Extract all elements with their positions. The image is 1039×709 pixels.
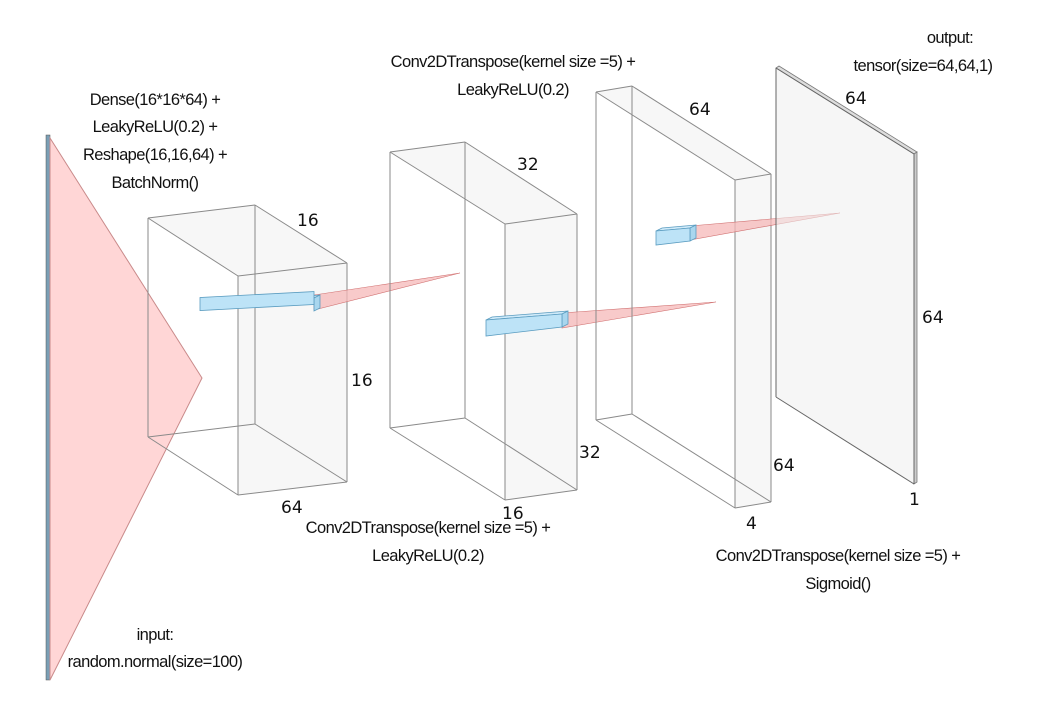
block-2 bbox=[389, 141, 578, 501]
conv1-caption: Conv2DTranspose(kernel size =5) + LeakyR… bbox=[306, 519, 551, 565]
block1-dim-bottom: 64 bbox=[281, 498, 303, 518]
input-plate bbox=[45, 134, 51, 681]
dense-line-4: BatchNorm() bbox=[112, 174, 199, 192]
block-3 bbox=[595, 85, 772, 509]
block2-dim-side: 32 bbox=[579, 443, 601, 463]
block3-dim-top: 64 bbox=[689, 100, 711, 120]
block3-dim-side: 64 bbox=[773, 456, 795, 476]
output-dim-side: 64 bbox=[922, 308, 944, 328]
conv3-line-2: Sigmoid() bbox=[805, 575, 870, 593]
input-caption: input: random.normal(size=100) bbox=[68, 626, 243, 671]
block1-dim-top: 16 bbox=[297, 211, 319, 231]
input-line-1: input: bbox=[137, 626, 174, 644]
output-dim-bottom: 1 bbox=[909, 490, 920, 510]
conv1-line-2: LeakyReLU(0.2) bbox=[372, 547, 484, 565]
conv2-line-1: Conv2DTranspose(kernel size =5) + bbox=[391, 53, 636, 71]
conv3-caption: Conv2DTranspose(kernel size =5) + Sigmoi… bbox=[716, 547, 961, 593]
block2-dim-bottom: 16 bbox=[502, 504, 524, 524]
conv2-line-2: LeakyReLU(0.2) bbox=[457, 81, 569, 99]
block3-dim-bottom: 4 bbox=[746, 514, 757, 534]
input-line-2: random.normal(size=100) bbox=[68, 653, 243, 671]
dense-caption: Dense(16*16*64) + LeakyReLU(0.2) + Resha… bbox=[83, 91, 228, 192]
output-dim-top: 64 bbox=[845, 89, 867, 109]
conv2-caption: Conv2DTranspose(kernel size =5) + LeakyR… bbox=[391, 53, 636, 99]
kernel-1 bbox=[199, 272, 461, 312]
block1-dim-side: 16 bbox=[351, 371, 373, 391]
input-layer bbox=[45, 134, 203, 681]
conv1-line-1: Conv2DTranspose(kernel size =5) + bbox=[306, 519, 551, 537]
conv3-line-1: Conv2DTranspose(kernel size =5) + bbox=[716, 547, 961, 565]
output-caption: output: tensor(size=64,64,1) bbox=[854, 29, 994, 75]
input-triangle bbox=[49, 136, 203, 681]
output-line-2: tensor(size=64,64,1) bbox=[854, 57, 993, 75]
dense-line-1: Dense(16*16*64) + bbox=[90, 91, 221, 109]
cone-2 bbox=[561, 301, 717, 329]
output-line-1: output: bbox=[927, 29, 973, 47]
kernel-2 bbox=[485, 301, 717, 337]
block2-dim-top: 32 bbox=[517, 155, 539, 175]
dense-line-3: Reshape(16,16,64) + bbox=[83, 146, 227, 164]
dense-line-2: LeakyReLU(0.2) + bbox=[93, 118, 218, 136]
output-layer bbox=[775, 65, 918, 485]
